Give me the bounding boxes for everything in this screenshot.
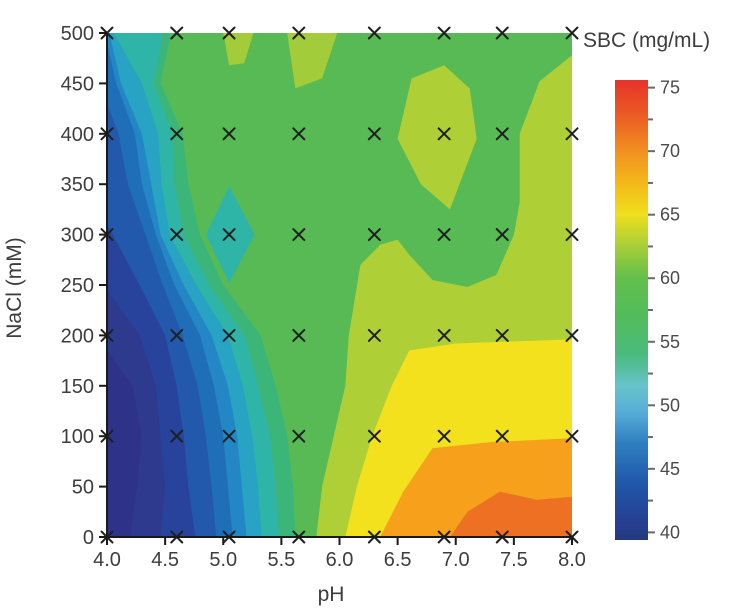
contour-band-dark-orange-region xyxy=(449,491,572,537)
design-point-marker xyxy=(222,328,236,342)
y-tick-label: 0 xyxy=(83,527,94,549)
design-point-marker xyxy=(565,429,579,443)
y-axis-title: NaCl (mM) xyxy=(3,237,26,338)
x-tick-label: 4.0 xyxy=(93,549,121,571)
y-tick-label: 200 xyxy=(61,325,94,347)
design-point-marker xyxy=(437,328,451,342)
design-point-marker xyxy=(170,328,184,342)
design-point-marker xyxy=(170,429,184,443)
design-point-marker xyxy=(437,429,451,443)
design-point-marker xyxy=(495,228,509,242)
colorbar-bar xyxy=(615,80,648,540)
y-tick-label: 100 xyxy=(61,426,94,448)
design-point-marker xyxy=(292,228,306,242)
y-tick-label: 450 xyxy=(61,73,94,95)
x-tick-label: 4.5 xyxy=(151,549,179,571)
y-tick-label: 500 xyxy=(61,23,94,45)
design-point-marker xyxy=(292,127,306,141)
contour-band-yellow-region xyxy=(345,339,572,537)
x-tick-label: 8.0 xyxy=(558,549,586,571)
colorbar-title: SBC (mg/mL) xyxy=(583,29,710,52)
colorbar-tick-label: 70 xyxy=(660,141,680,161)
x-tick-label: 7.5 xyxy=(500,549,528,571)
y-tick-label: 300 xyxy=(61,225,94,247)
colorbar-tick-label: 55 xyxy=(660,332,680,352)
colorbar-tick-label: 75 xyxy=(660,78,680,98)
design-point-marker xyxy=(292,429,306,443)
x-tick-label: 5.0 xyxy=(209,549,237,571)
x-tick-label: 6.0 xyxy=(326,549,354,571)
design-point-marker xyxy=(565,228,579,242)
y-tick-label: 50 xyxy=(72,477,94,499)
design-point-marker xyxy=(292,26,306,40)
design-point-marker xyxy=(292,328,306,342)
design-point-marker xyxy=(495,328,509,342)
x-tick-group: 4.0 4.5 5.0 5.5 6.0 6.5 7.0 7.5 8.0 xyxy=(93,537,586,571)
design-point-marker xyxy=(437,228,451,242)
y-tick-label: 150 xyxy=(61,376,94,398)
contour-band-yellow-green-top-wedge xyxy=(287,33,338,89)
y-tick-label: 250 xyxy=(61,275,94,297)
x-axis-title: pH xyxy=(318,583,345,606)
y-tick-label: 350 xyxy=(61,174,94,196)
x-tick-label: 6.5 xyxy=(384,549,412,571)
design-point-marker xyxy=(170,127,184,141)
design-point-marker xyxy=(565,328,579,342)
colorbar: 40 45 50 55 60 65 70 75 xyxy=(615,78,680,542)
contour-band-darkest-navy-core xyxy=(107,350,142,537)
design-point-marker xyxy=(565,127,579,141)
design-point-marker xyxy=(367,127,381,141)
design-point-marker xyxy=(367,228,381,242)
colorbar-tick-label: 65 xyxy=(660,205,680,225)
design-point-marker xyxy=(170,228,184,242)
x-tick-label: 7.0 xyxy=(442,549,470,571)
colorbar-tick-label: 40 xyxy=(660,522,680,542)
colorbar-tick-label: 60 xyxy=(660,268,680,288)
design-point-marker xyxy=(222,429,236,443)
design-point-marker xyxy=(170,26,184,40)
contour-band-yellow-green-blob xyxy=(397,65,477,210)
colorbar-tick-label: 45 xyxy=(660,459,680,479)
design-point-marker xyxy=(495,26,509,40)
design-point-markers xyxy=(100,26,579,544)
design-point-marker xyxy=(222,127,236,141)
colorbar-tick-label: 50 xyxy=(660,395,680,415)
design-point-marker xyxy=(437,127,451,141)
design-point-marker xyxy=(495,429,509,443)
x-tick-label: 5.5 xyxy=(267,549,295,571)
design-point-marker xyxy=(367,26,381,40)
generated-chart-layers: 4.0 4.5 5.0 5.5 6.0 6.5 7.0 7.5 8.0 0 50 100 150 200 2… xyxy=(61,23,680,571)
contour-band-yellow-green-top-notch xyxy=(223,33,254,66)
design-point-marker xyxy=(495,127,509,141)
design-point-marker xyxy=(437,26,451,40)
contour-bands xyxy=(107,33,572,537)
contour-band-orange-region xyxy=(380,438,572,537)
design-point-marker xyxy=(222,26,236,40)
y-tick-group: 0 50 100 150 200 250 300 350 400 450 500 xyxy=(61,23,107,549)
y-tick-label: 400 xyxy=(61,124,94,146)
design-point-marker xyxy=(367,328,381,342)
design-point-marker xyxy=(565,26,579,40)
design-point-marker xyxy=(367,429,381,443)
design-point-marker xyxy=(222,228,236,242)
